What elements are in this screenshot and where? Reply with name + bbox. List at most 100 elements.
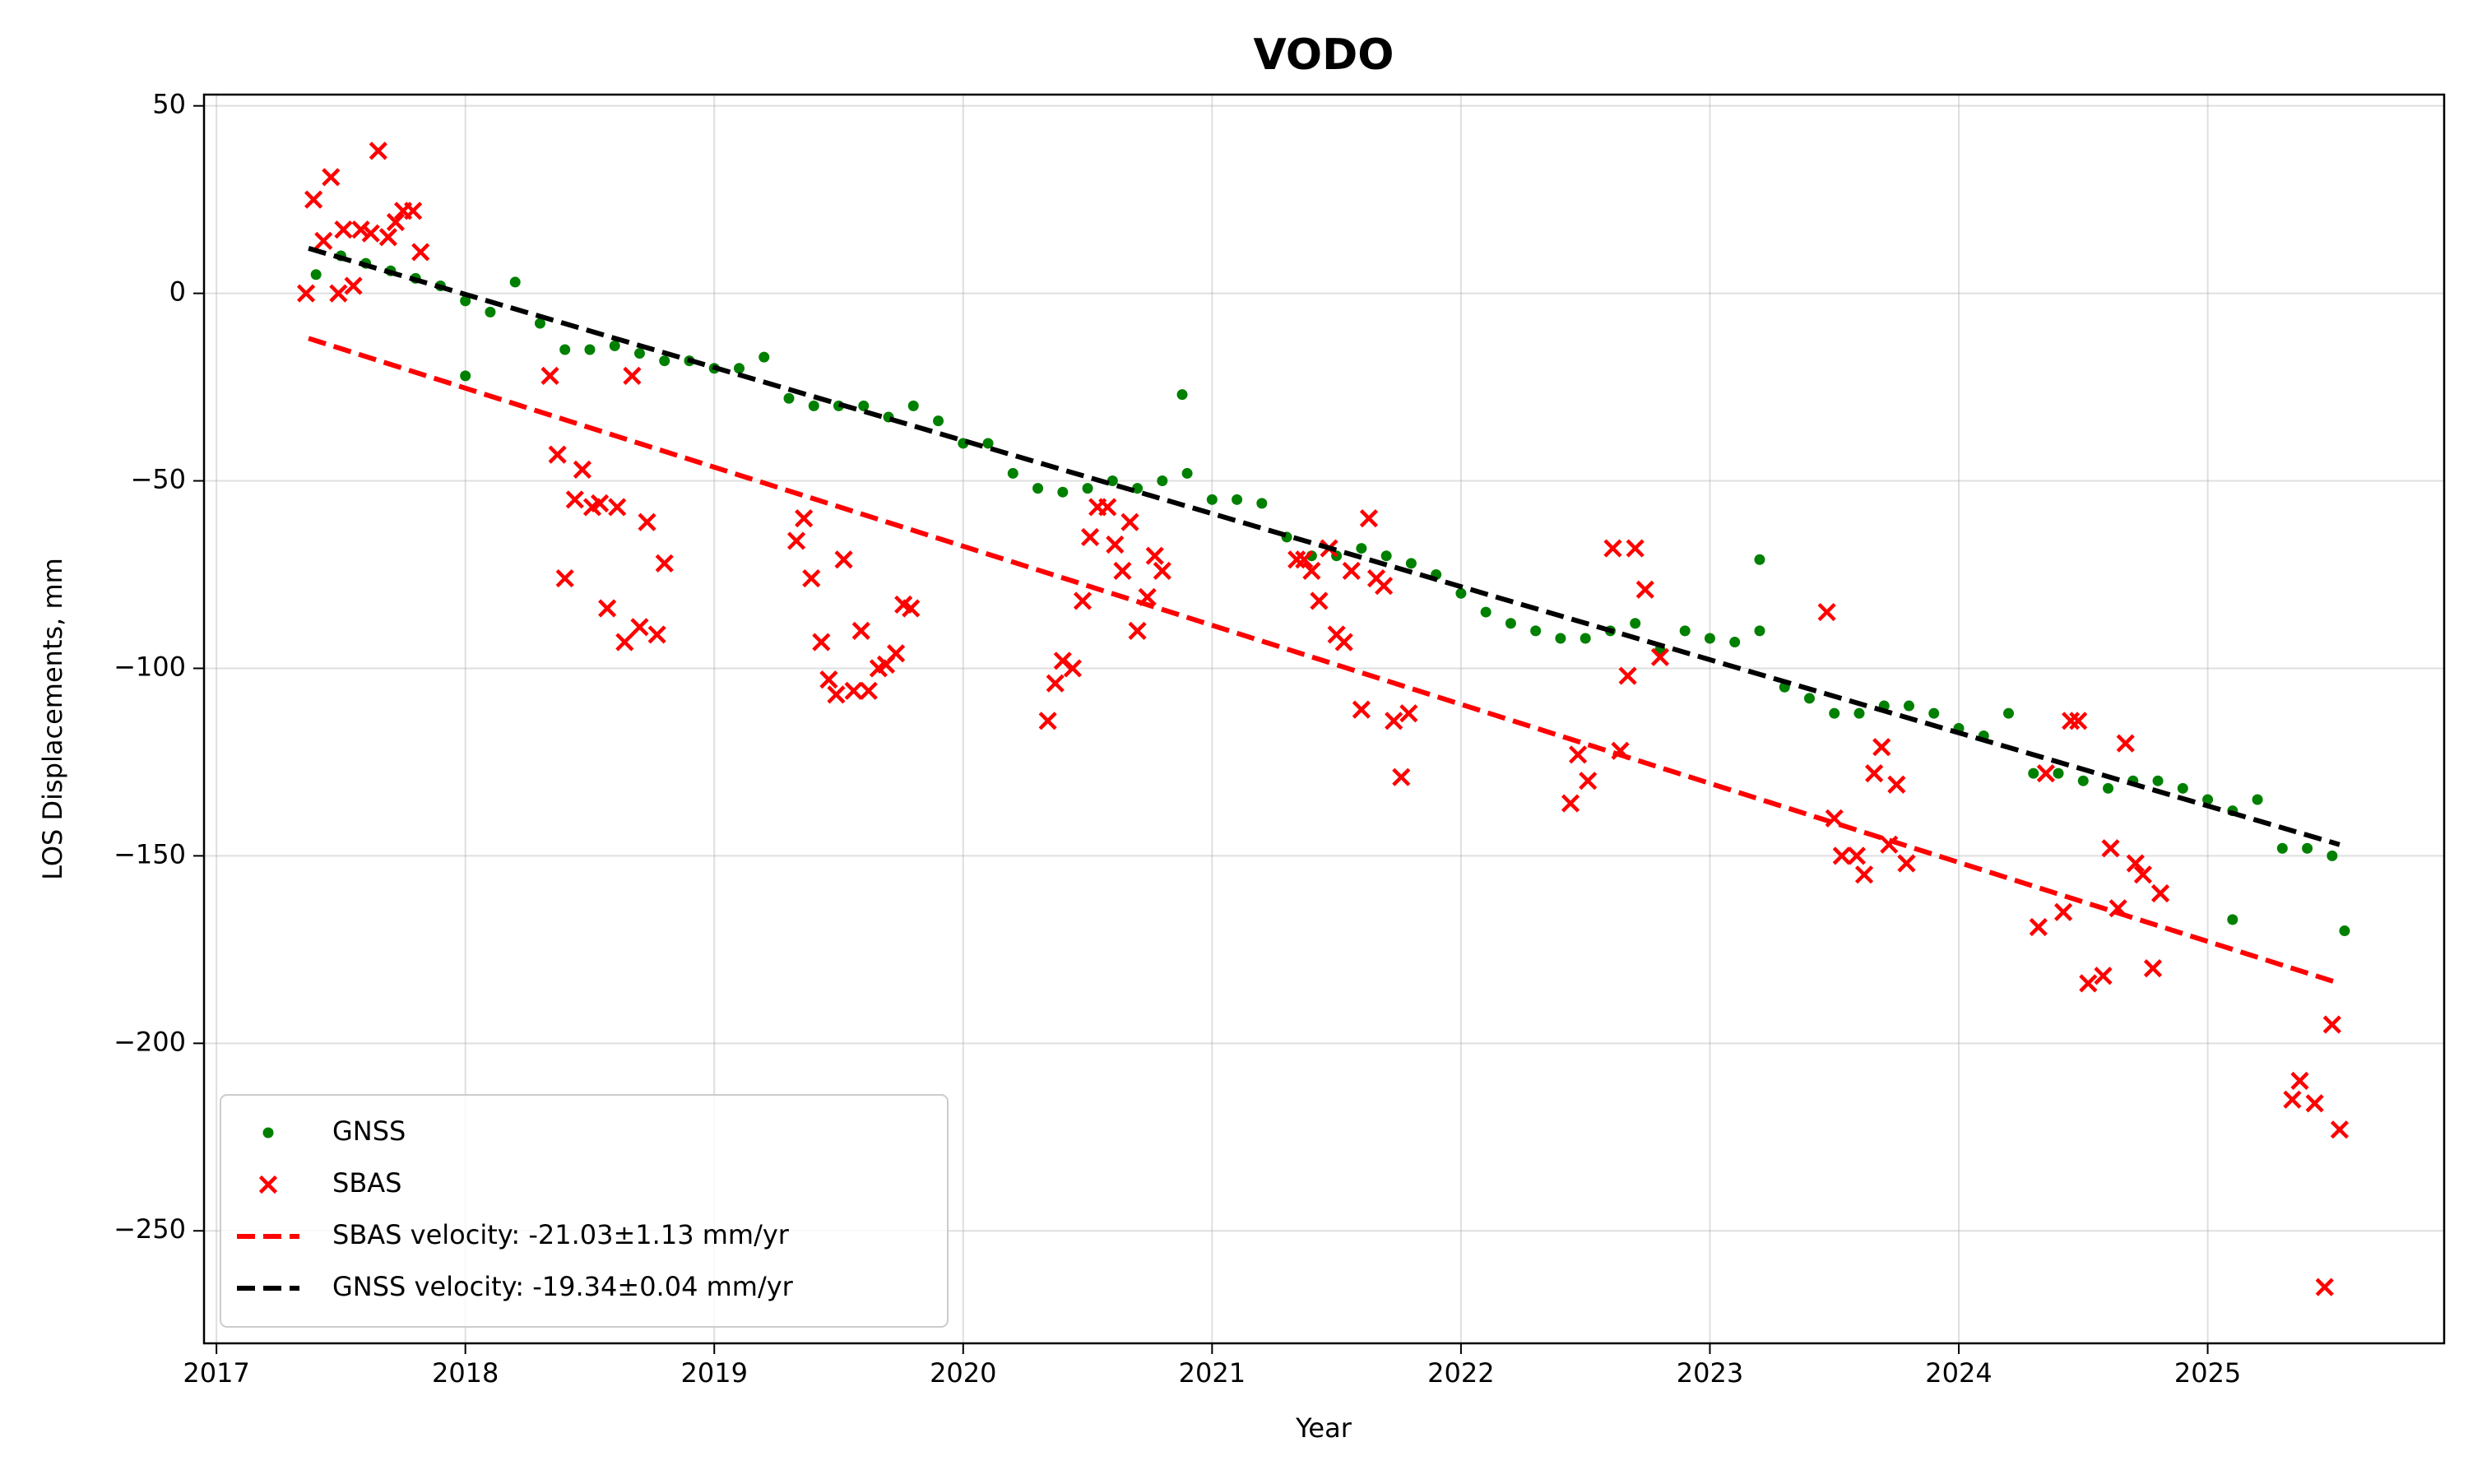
cross-marker <box>334 220 353 239</box>
dot-marker <box>1007 467 1018 479</box>
dot-marker <box>2152 775 2164 786</box>
cross-marker <box>1106 535 1125 554</box>
cross-marker <box>786 531 806 550</box>
cross-marker <box>638 512 656 531</box>
cross-marker <box>2143 959 2163 978</box>
cross-marker <box>322 168 341 187</box>
x-tick-label: 2019 <box>681 1357 748 1389</box>
dot-marker <box>933 415 944 427</box>
dot-marker <box>2202 794 2214 805</box>
dot-marker <box>485 306 496 318</box>
cross-marker <box>1832 846 1851 865</box>
cross-marker <box>1113 561 1132 581</box>
cross-marker <box>1063 659 1083 678</box>
grid <box>204 95 2444 1343</box>
trend-line <box>308 336 2340 986</box>
cross-marker <box>1287 550 1306 569</box>
dot-marker <box>460 370 471 382</box>
cross-marker <box>1128 621 1147 640</box>
dot-marker <box>509 276 521 288</box>
y-axis-label: LOS Displacements, mm <box>37 558 68 880</box>
cross-marker <box>1342 561 1361 581</box>
cross-marker <box>304 190 323 209</box>
cross-marker <box>902 599 921 618</box>
cross-marker <box>615 633 634 652</box>
dot-marker <box>1181 467 1193 479</box>
y-tick-label: 50 <box>152 89 186 120</box>
cross-marker <box>565 490 584 509</box>
cross-marker <box>404 202 423 220</box>
dot-marker <box>2028 768 2039 779</box>
x-tick-label: 2018 <box>432 1357 499 1389</box>
cross-marker <box>1145 546 1164 565</box>
dot-marker <box>1754 554 1765 565</box>
cross-marker <box>1302 561 1321 581</box>
cross-marker <box>1334 633 1353 652</box>
cross-marker <box>411 243 430 262</box>
dot-marker <box>1132 483 1144 494</box>
cross-marker <box>887 644 906 663</box>
cross-marker <box>2116 734 2135 753</box>
cross-marker <box>314 231 333 250</box>
dot-marker <box>1232 494 1243 505</box>
cross-marker <box>590 494 610 512</box>
dot-marker <box>1356 543 1367 554</box>
cross-marker <box>1872 738 1891 757</box>
dot-marker <box>758 351 770 363</box>
cross-marker <box>1295 550 1314 569</box>
cross-marker <box>2290 1071 2309 1090</box>
legend-marker <box>258 1175 278 1194</box>
cross-marker <box>351 220 370 239</box>
cross-marker <box>1618 666 1637 685</box>
dot-marker <box>1082 483 1093 494</box>
dot-marker <box>1505 618 1516 629</box>
cross-marker <box>1153 561 1171 581</box>
dot-marker <box>982 438 994 449</box>
cross-marker <box>369 141 387 160</box>
dot-marker <box>1904 700 1915 712</box>
dot-marker <box>907 400 919 411</box>
cross-marker <box>2315 1278 2334 1296</box>
x-tick-label: 2020 <box>930 1357 996 1389</box>
cross-marker <box>859 681 878 700</box>
cross-marker <box>1569 745 1588 764</box>
y-tick-label: −250 <box>114 1213 186 1245</box>
cross-marker <box>1352 700 1371 719</box>
cross-marker <box>1847 846 1867 865</box>
dot-marker <box>808 400 819 411</box>
cross-marker <box>2283 1090 2302 1109</box>
dot-marker <box>1256 498 1268 509</box>
cross-marker <box>2133 865 2153 884</box>
dot-marker <box>2003 707 2015 719</box>
cross-marker <box>2094 967 2113 985</box>
cross-marker <box>2126 854 2145 873</box>
dot-marker <box>1380 550 1392 562</box>
x-tick-label: 2024 <box>1925 1357 1992 1389</box>
y-tick-label: −150 <box>114 838 186 870</box>
dot-marker <box>534 318 545 329</box>
cross-marker <box>608 498 627 517</box>
dot-marker <box>2302 842 2313 854</box>
cross-marker <box>1375 577 1394 596</box>
dot-marker <box>1480 606 1491 618</box>
dot-marker <box>1057 486 1069 498</box>
cross-marker <box>1098 498 1117 517</box>
dot-marker <box>609 340 620 351</box>
cross-marker <box>647 625 666 644</box>
legend-label: SBAS <box>332 1167 401 1199</box>
legend: GNSS SBAS SBAS velocity: -21.03±1.13 mm/yr… <box>220 1094 949 1328</box>
cross-marker <box>1897 854 1916 873</box>
cross-marker <box>1626 539 1645 558</box>
dot-marker <box>1729 637 1741 648</box>
cross-marker <box>1603 539 1622 558</box>
cross-marker <box>1385 712 1403 730</box>
dot-marker <box>2053 768 2064 779</box>
dot-marker <box>1176 389 1188 401</box>
cross-marker <box>1579 772 1598 791</box>
x-axis-label: Year <box>1295 1412 1352 1444</box>
dot-marker <box>1455 587 1467 599</box>
cross-marker <box>1635 580 1654 599</box>
x-tick-label: 2022 <box>1427 1357 1494 1389</box>
cross-marker <box>2330 1120 2350 1139</box>
dot-marker <box>783 392 795 404</box>
